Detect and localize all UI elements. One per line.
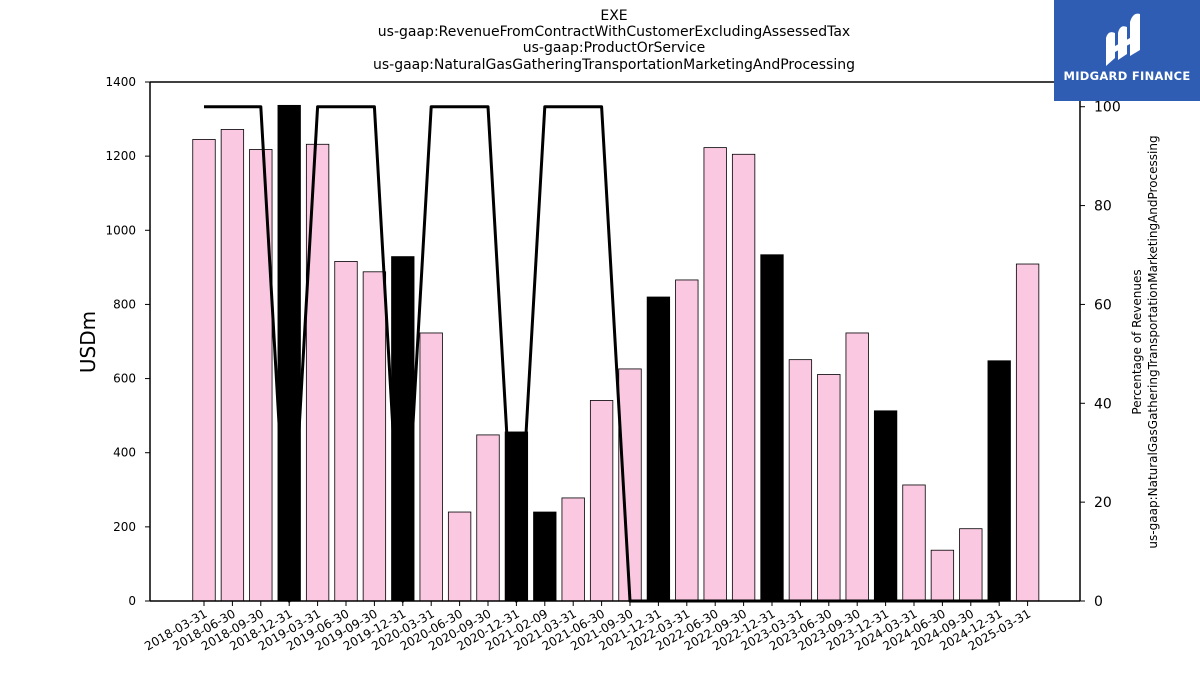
y-tick-label: 200 xyxy=(113,520,136,534)
bar xyxy=(192,139,216,602)
bar xyxy=(1015,263,1040,602)
right-y-tick-label: 40 xyxy=(1094,396,1112,412)
bar xyxy=(561,497,585,602)
bar xyxy=(873,410,898,602)
bar xyxy=(533,511,557,602)
right-y-tick-label: 20 xyxy=(1094,495,1112,511)
bar xyxy=(703,147,727,602)
bar xyxy=(476,434,500,602)
right-y-tick-label: 80 xyxy=(1094,199,1112,215)
chart-title-line: us-gaap:RevenueFromContractWithCustomerE… xyxy=(378,24,850,40)
bar xyxy=(391,256,415,602)
bar xyxy=(589,400,614,602)
bar xyxy=(987,360,1011,602)
logo-text: MIDGARD FINANCE xyxy=(1063,69,1191,83)
logo-mark-icon xyxy=(1106,13,1140,66)
y-tick-label: 0 xyxy=(128,594,136,608)
bar xyxy=(419,332,443,602)
right-axis-label-line1: Percentage of Revenues xyxy=(1130,269,1144,414)
bar xyxy=(760,254,784,602)
chart-title: EXE us-gaap:RevenueFromContractWithCusto… xyxy=(373,8,855,73)
chart-title-line: EXE xyxy=(600,8,627,24)
bar xyxy=(447,511,472,602)
y-tick-label: 400 xyxy=(113,446,136,460)
chart-title-line: us-gaap:NaturalGasGatheringTransportatio… xyxy=(373,57,855,73)
bar xyxy=(334,261,358,602)
bar xyxy=(731,153,756,602)
bar xyxy=(788,359,813,602)
right-y-tick-label: 60 xyxy=(1094,297,1112,313)
bar xyxy=(675,279,699,602)
bar xyxy=(845,332,869,602)
y-tick-label: 1400 xyxy=(105,75,136,89)
right-axis-label-line2: us-gaap:NaturalGasGatheringTransportatio… xyxy=(1146,135,1160,548)
bar xyxy=(930,549,955,602)
y-axis-label: USDm xyxy=(76,311,100,373)
bar xyxy=(959,528,983,602)
y-tick-label: 1000 xyxy=(105,223,136,237)
bar xyxy=(362,271,387,602)
bar xyxy=(249,149,273,602)
bar xyxy=(817,374,841,602)
bar xyxy=(902,484,926,602)
bar xyxy=(277,104,301,602)
bar xyxy=(646,296,671,602)
chart-title-line: us-gaap:ProductOrService xyxy=(523,40,706,56)
y-tick-label: 600 xyxy=(113,372,136,386)
midgard-finance-logo: MIDGARD FINANCE xyxy=(1054,0,1200,101)
right-y-tick-label: 100 xyxy=(1094,100,1121,116)
y-tick-label: 800 xyxy=(113,297,136,311)
y-tick-label: 1200 xyxy=(105,149,136,163)
bar xyxy=(305,143,330,602)
right-y-tick-label: 0 xyxy=(1094,594,1103,610)
bar xyxy=(220,129,245,602)
